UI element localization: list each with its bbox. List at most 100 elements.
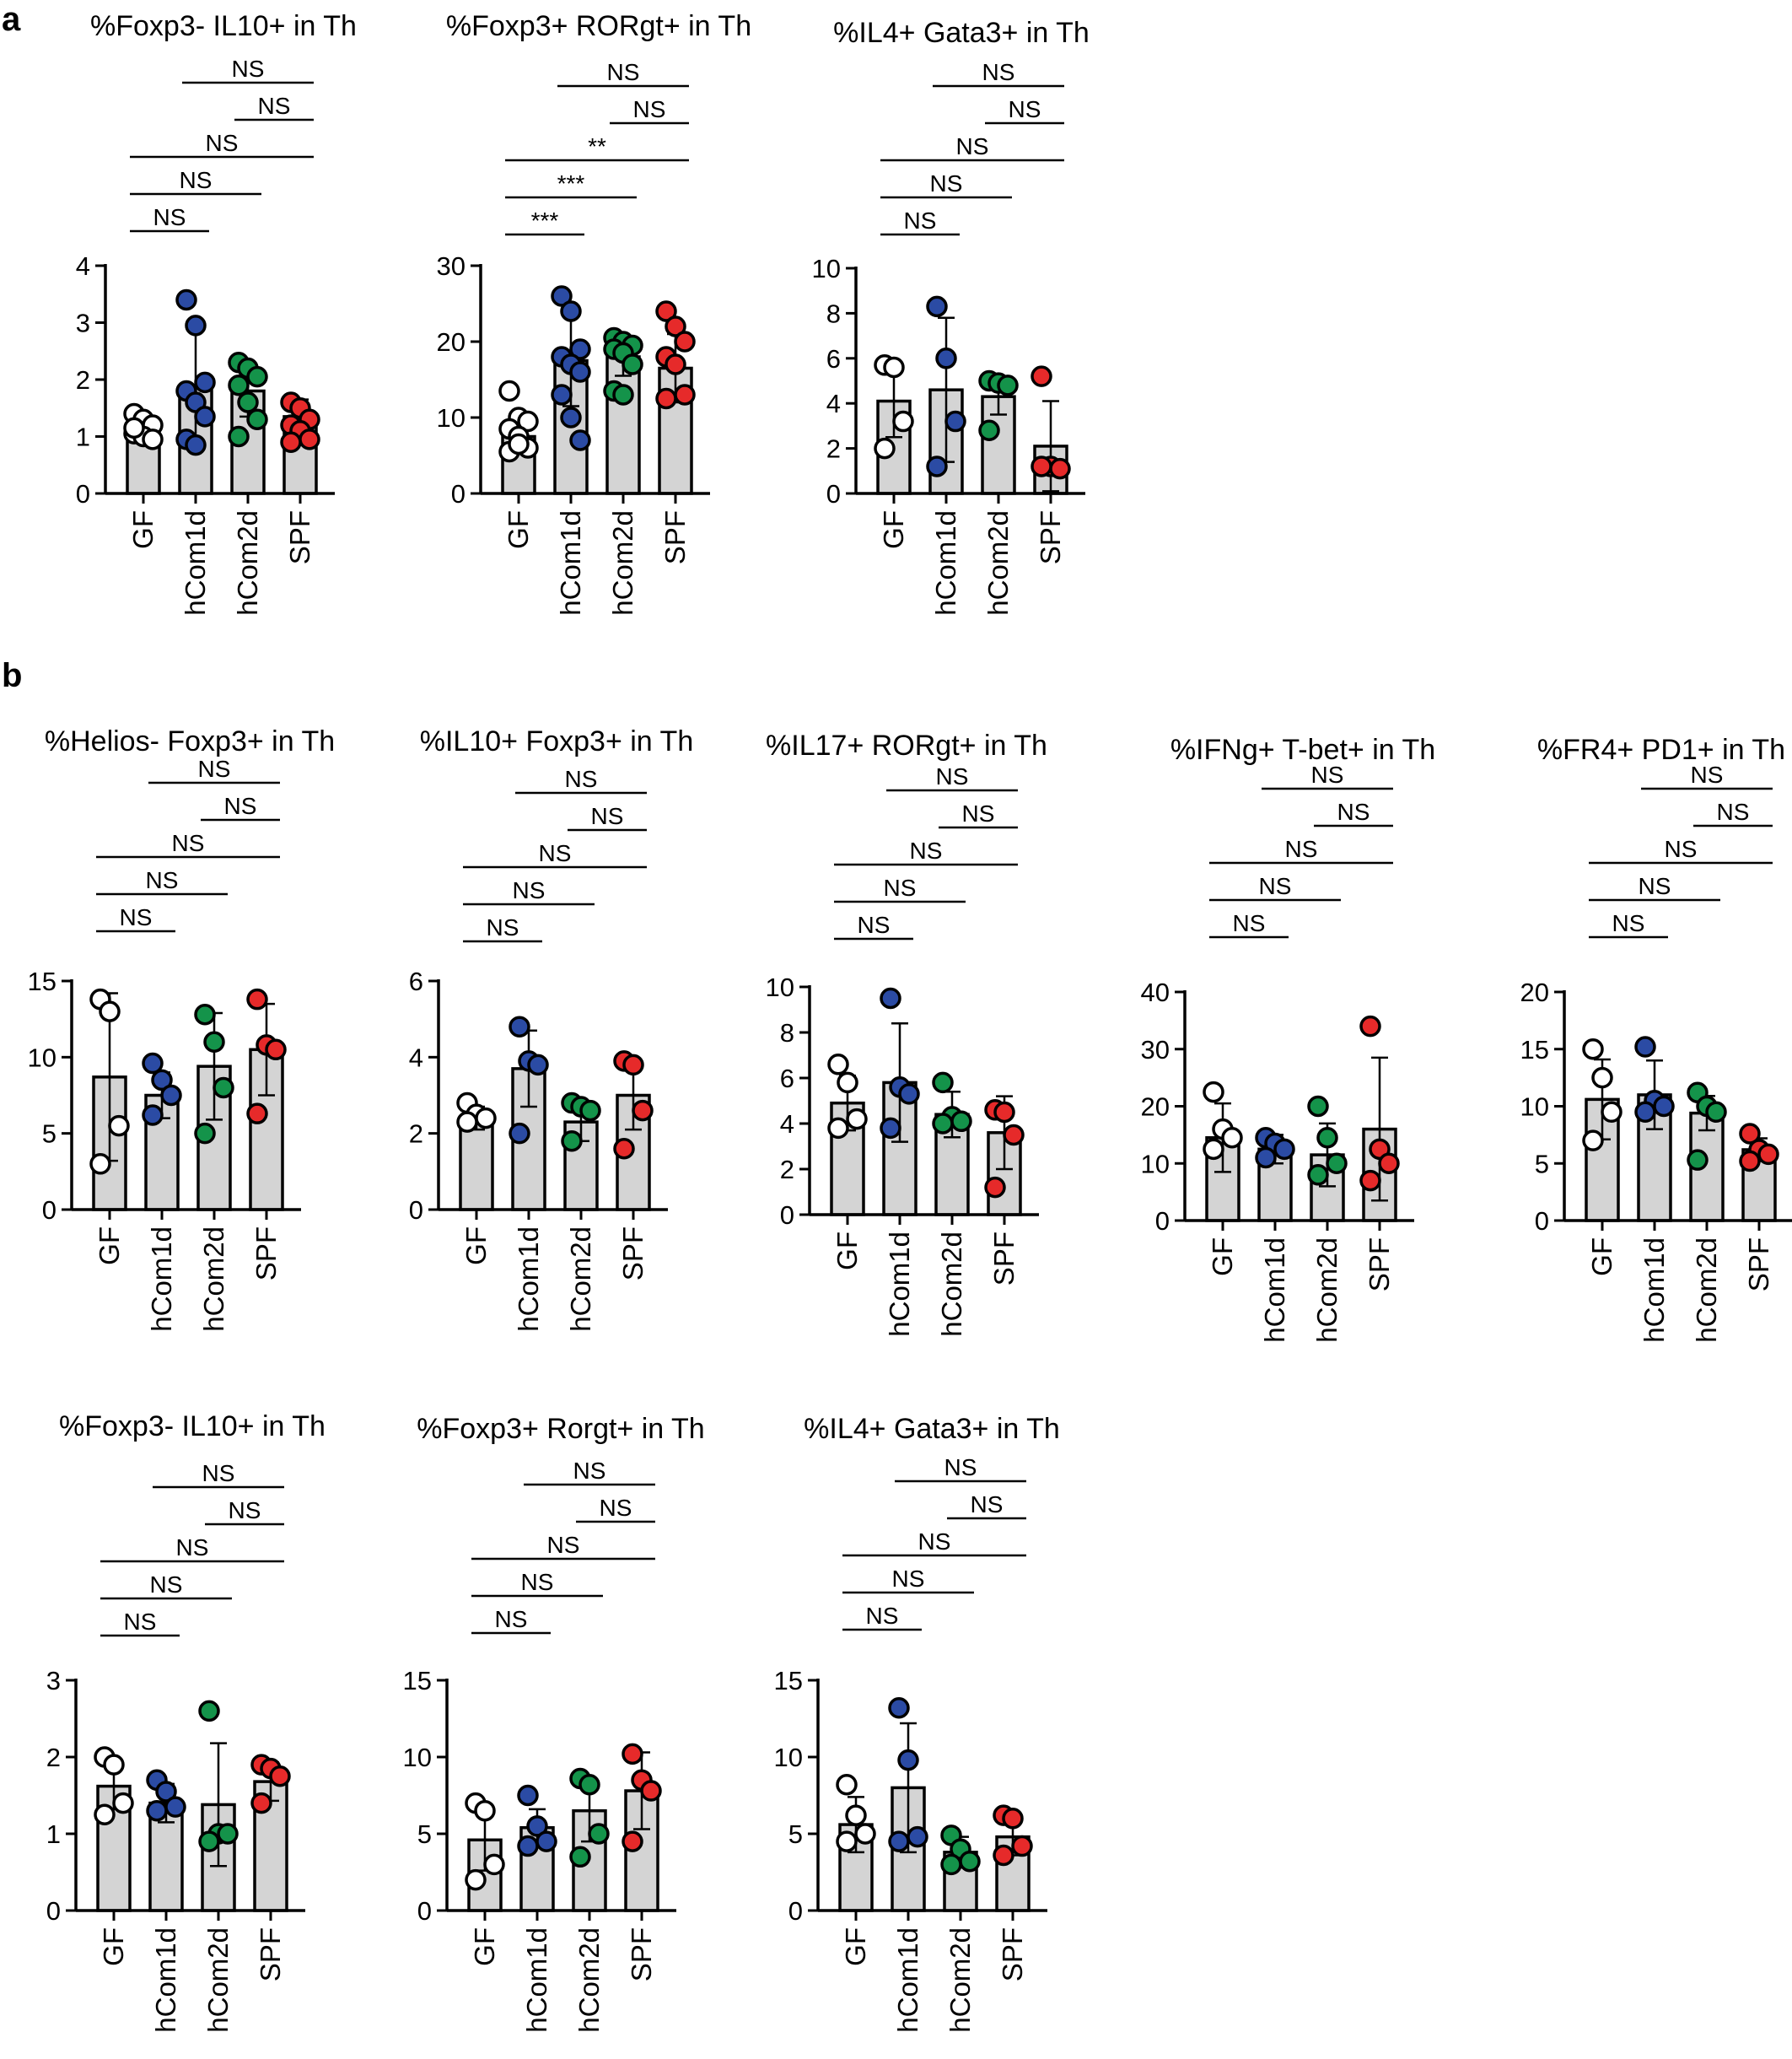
point-hCom1d <box>888 1697 910 1719</box>
point-hCom2d <box>959 1851 981 1873</box>
y-tick-label: 8 <box>826 299 841 328</box>
point-SPF <box>674 384 696 406</box>
significance-label: *** <box>531 208 559 234</box>
point-hCom1d <box>160 1084 182 1107</box>
panel-label-a: a <box>2 1 21 38</box>
point-hCom2d <box>194 1003 216 1026</box>
point-GF <box>474 1799 496 1822</box>
significance-label: NS <box>1233 910 1266 936</box>
point-hCom2d <box>612 384 634 406</box>
y-tick-label: 6 <box>780 1064 794 1093</box>
error-bar-hCom1d <box>900 1722 917 1854</box>
point-SPF <box>280 431 302 453</box>
category-label-SPF: SPF <box>997 1927 1028 1981</box>
point-hCom1d <box>1273 1138 1295 1161</box>
category-label-hCom2d: hCom2d <box>936 1232 967 1337</box>
point-SPF <box>1003 1124 1025 1146</box>
significance-bracket: NS <box>1641 762 1773 790</box>
point-hCom2d <box>578 1774 600 1796</box>
point-SPF <box>1739 1123 1761 1145</box>
point-GF <box>112 1792 134 1814</box>
y-tick-label: 5 <box>1535 1149 1549 1178</box>
y-tick-label: 4 <box>76 251 90 281</box>
chart-title: %Foxp3- IL10+ in Th <box>90 10 357 42</box>
category-label-hCom1d: hCom1d <box>930 510 961 616</box>
point-SPF <box>1002 1808 1024 1830</box>
point-hCom1d <box>880 987 901 1010</box>
significance-label: NS <box>962 800 995 827</box>
category-label-hCom1d: hCom1d <box>513 1226 544 1332</box>
significance-label: NS <box>971 1491 1004 1517</box>
chart-title: %Foxp3- IL10+ in Th <box>59 1410 326 1442</box>
significance-label: NS <box>150 1571 183 1598</box>
point-SPF <box>640 1780 662 1802</box>
point-SPF <box>674 331 696 353</box>
significance-bracket: NS <box>880 133 1064 162</box>
point-GF <box>854 1823 876 1845</box>
point-hCom1d <box>175 288 197 311</box>
point-hCom2d <box>198 1830 220 1852</box>
category-label-GF: GF <box>503 510 534 549</box>
category-label-hCom2d: hCom2d <box>202 1927 234 2033</box>
point-GF <box>1203 1138 1224 1161</box>
point-SPF <box>655 387 677 410</box>
point-hCom1d <box>1653 1095 1675 1118</box>
significance-bracket: NS <box>834 912 913 941</box>
significance-bracket: NS <box>557 59 689 88</box>
category-label-SPF: SPF <box>255 1927 286 1981</box>
significance-label: ** <box>588 133 606 159</box>
significance-label: NS <box>930 170 963 197</box>
significance-label: NS <box>1612 910 1645 936</box>
significance-label: NS <box>495 1606 528 1632</box>
significance-bracket: NS <box>1314 799 1393 827</box>
y-tick-label: 8 <box>780 1018 794 1048</box>
chart-4: %Helios- Foxp3+ in Th 0 5 10 15 GF hCom1d hCom2… <box>28 725 336 1332</box>
category-label-hCom1d: hCom1d <box>892 1927 923 2033</box>
y-tick-label: 0 <box>451 479 465 509</box>
point-hCom1d <box>164 1796 186 1818</box>
significance-bracket: NS <box>205 1497 284 1526</box>
significance-label: NS <box>124 1609 157 1635</box>
point-GF <box>508 433 530 455</box>
significance-label: NS <box>910 838 943 864</box>
point-hCom2d <box>579 1099 601 1122</box>
significance-label: NS <box>547 1532 580 1558</box>
point-GF <box>836 1774 858 1796</box>
significance-bracket: NS <box>96 867 228 896</box>
point-SPF <box>665 315 686 337</box>
significance-bracket: NS <box>96 904 175 933</box>
significance-bracket: NS <box>834 838 1018 866</box>
significance-label: NS <box>573 1458 606 1484</box>
point-SPF <box>299 429 320 450</box>
point-hCom1d <box>155 1781 177 1803</box>
significance-bracket: NS <box>1589 910 1668 939</box>
category-label-hCom2d: hCom2d <box>982 510 1014 616</box>
significance-bracket: NS <box>100 1571 232 1600</box>
significance-bracket: NS <box>985 96 1064 125</box>
point-SPF <box>250 1792 272 1814</box>
point-SPF <box>1359 1015 1381 1038</box>
point-SPF <box>632 1099 654 1122</box>
category-label-hCom1d: hCom1d <box>150 1927 181 2033</box>
chart-3: %IL4+ Gata3+ in Th 0 2 4 6 8 10 GF hCom1d hCom2d S… <box>812 17 1090 616</box>
point-hCom1d <box>1255 1146 1277 1169</box>
point-hCom1d <box>185 434 207 456</box>
point-hCom1d <box>569 361 591 383</box>
significance-label: NS <box>1639 873 1671 899</box>
point-GF <box>827 1054 849 1075</box>
point-hCom2d <box>198 1700 220 1722</box>
significance-bracket: NS <box>471 1569 603 1598</box>
category-label-SPF: SPF <box>1743 1237 1774 1291</box>
significance-bracket: NS <box>939 800 1018 829</box>
chart-10: %Foxp3+ Rorgt+ in Th 0 5 10 15 GF hCom1d hCom2d… <box>403 1413 705 2033</box>
point-hCom1d <box>944 410 966 433</box>
y-tick-label: 3 <box>76 309 90 338</box>
significance-bracket: NS <box>1589 836 1773 865</box>
significance-bracket: NS <box>130 130 314 159</box>
significance-label: NS <box>487 914 519 941</box>
category-label-hCom2d: hCom2d <box>607 510 638 616</box>
point-SPF <box>1757 1143 1779 1166</box>
y-tick-label: 20 <box>1141 1092 1170 1122</box>
point-GF <box>1582 1038 1604 1060</box>
y-tick-label: 0 <box>1535 1206 1549 1236</box>
